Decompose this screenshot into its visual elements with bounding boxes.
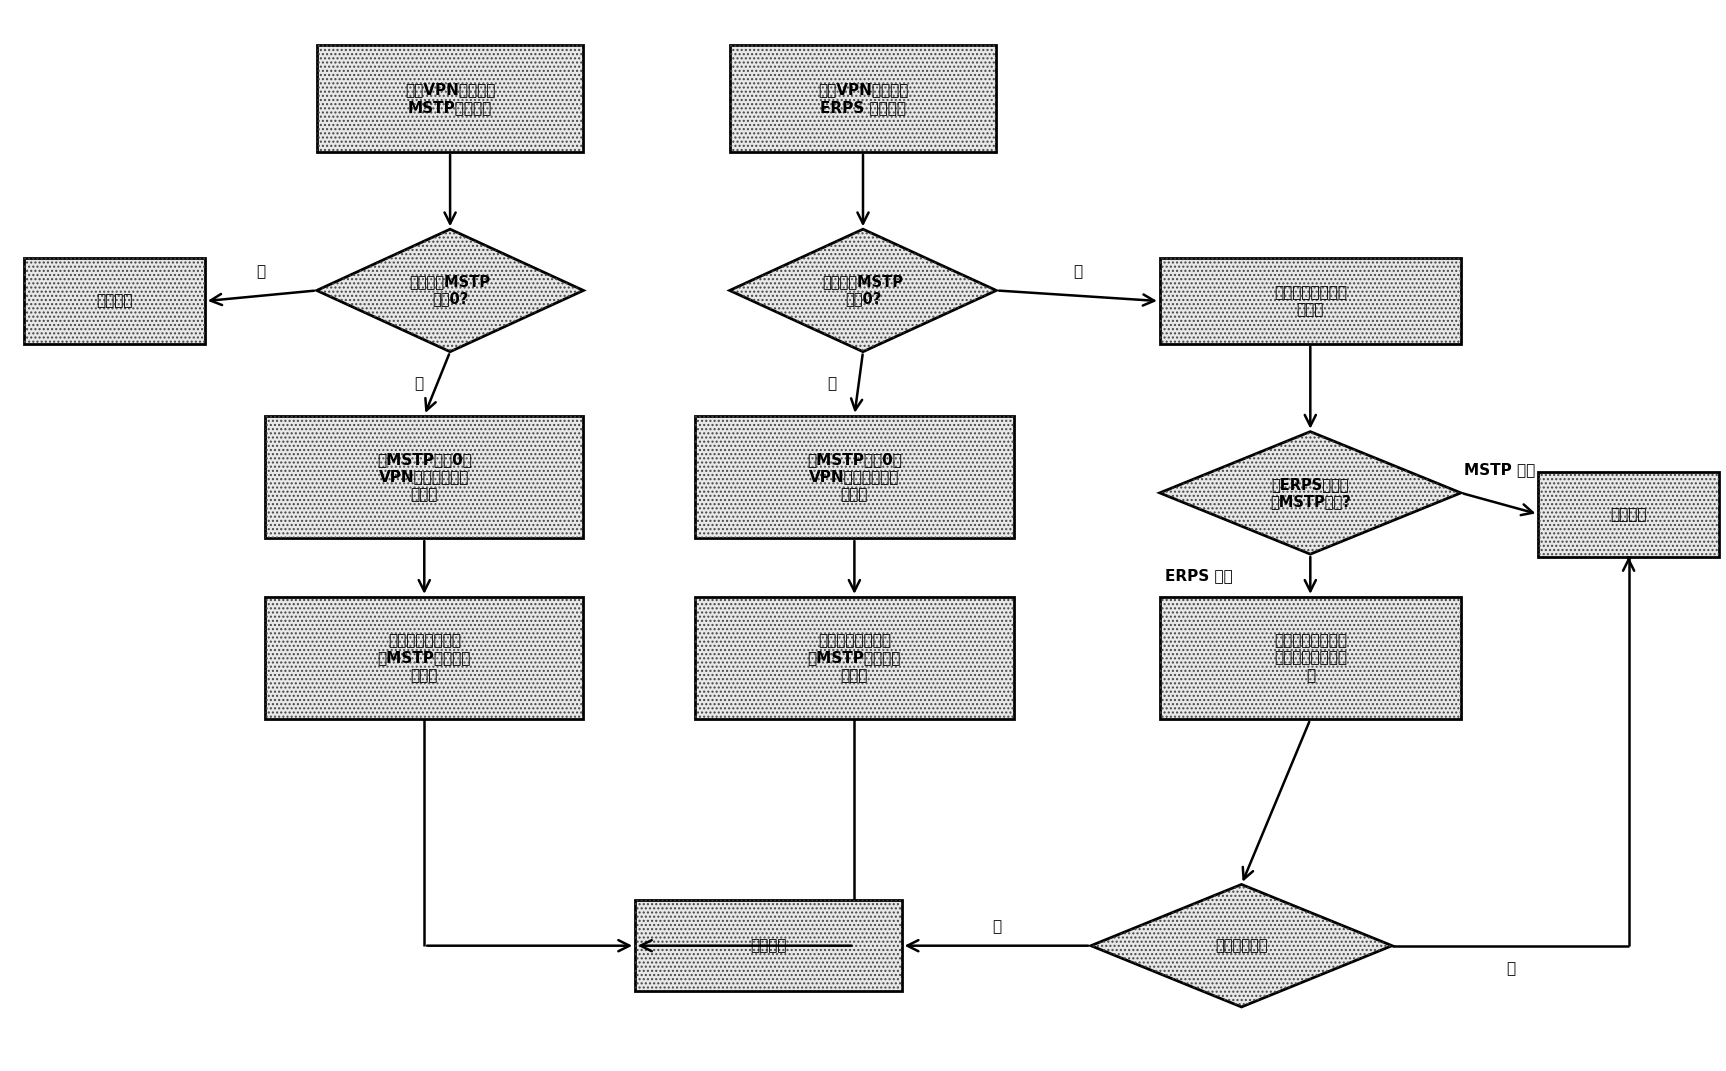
Bar — [635, 901, 901, 991]
Text: 业务属于MSTP
实例0?: 业务属于MSTP 实例0? — [409, 274, 490, 306]
Bar — [696, 416, 1013, 538]
Text: 创建失败: 创建失败 — [1610, 507, 1647, 522]
Bar — [1160, 597, 1460, 720]
Text: 查找当前业务所在
的实例: 查找当前业务所在 的实例 — [1274, 285, 1346, 317]
Text: 从MSTP实例0的
VPN业务组中删除
该业务: 从MSTP实例0的 VPN业务组中删除 该业务 — [808, 452, 903, 502]
Bar — [24, 258, 205, 344]
Bar — [266, 597, 583, 720]
Bar — [730, 45, 996, 152]
Polygon shape — [730, 229, 996, 351]
Bar — [318, 45, 583, 152]
Text: 将该业务添加到当
前MSTP实例的业
务组里: 将该业务添加到当 前MSTP实例的业 务组里 — [808, 633, 901, 683]
Bar — [1538, 471, 1719, 557]
Bar — [730, 45, 996, 152]
Text: 否: 否 — [1505, 962, 1515, 977]
Text: 创建VPN业务组到
MSTP实例映射: 创建VPN业务组到 MSTP实例映射 — [406, 82, 495, 115]
Bar — [1160, 258, 1460, 344]
Text: 否: 否 — [255, 263, 266, 278]
Bar — [1160, 258, 1460, 344]
Text: 是ERPS实例还
是MSTP实例?: 是ERPS实例还 是MSTP实例? — [1270, 477, 1351, 509]
Bar — [24, 258, 205, 344]
Polygon shape — [1160, 432, 1460, 554]
Text: 是: 是 — [827, 376, 837, 391]
Bar — [266, 416, 583, 538]
Bar — [266, 597, 583, 720]
Text: ERPS 实例: ERPS 实例 — [1165, 568, 1232, 583]
Text: 是: 是 — [414, 376, 423, 391]
Text: 从MSTP实例0的
VPN业务组中删除
该业务: 从MSTP实例0的 VPN业务组中删除 该业务 — [376, 452, 471, 502]
Bar — [635, 901, 901, 991]
Text: 业务属于MSTP
实例0?: 业务属于MSTP 实例0? — [823, 274, 903, 306]
Text: MSTP 实例: MSTP 实例 — [1464, 462, 1534, 477]
Bar — [1538, 471, 1719, 557]
Bar — [696, 416, 1013, 538]
Text: 创建VPN业务组到
ERPS 实例映射: 创建VPN业务组到 ERPS 实例映射 — [818, 82, 908, 115]
Bar — [1160, 597, 1460, 720]
Text: 查找该业务的端口
是否匹配实例的端
口: 查找该业务的端口 是否匹配实例的端 口 — [1274, 633, 1346, 683]
Text: 否: 否 — [1074, 263, 1082, 278]
Text: 将该业务添加到当
前MSTP实例的业
务组里: 将该业务添加到当 前MSTP实例的业 务组里 — [378, 633, 471, 683]
Polygon shape — [318, 229, 583, 351]
Polygon shape — [1091, 885, 1393, 1007]
Bar — [696, 597, 1013, 720]
Bar — [266, 416, 583, 538]
Text: 创建失败: 创建失败 — [97, 293, 133, 308]
Bar — [318, 45, 583, 152]
Text: 创建成功: 创建成功 — [751, 938, 787, 953]
Text: 是: 是 — [992, 919, 1001, 934]
Bar — [696, 597, 1013, 720]
Text: 有相同的端口: 有相同的端口 — [1215, 938, 1269, 953]
